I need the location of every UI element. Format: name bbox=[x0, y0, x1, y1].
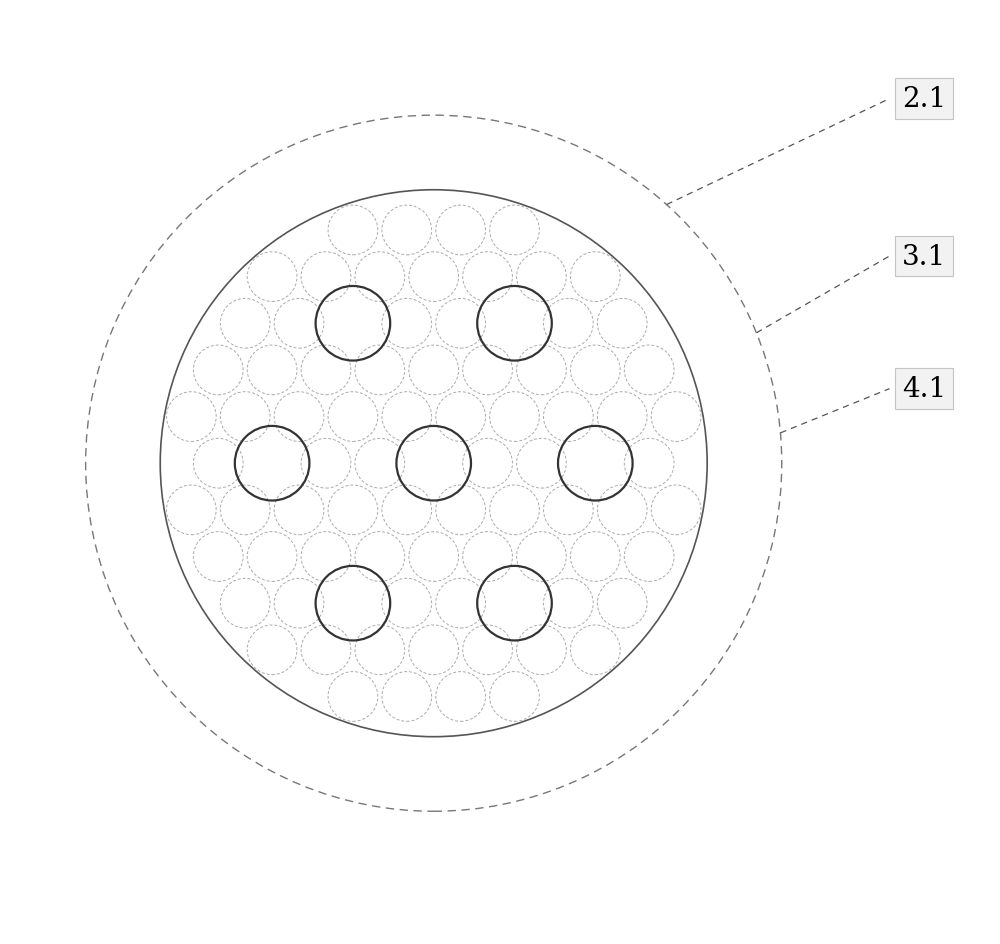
Text: 4.1: 4.1 bbox=[902, 376, 946, 403]
Text: 2.1: 2.1 bbox=[902, 86, 946, 113]
Text: 3.1: 3.1 bbox=[902, 244, 946, 270]
